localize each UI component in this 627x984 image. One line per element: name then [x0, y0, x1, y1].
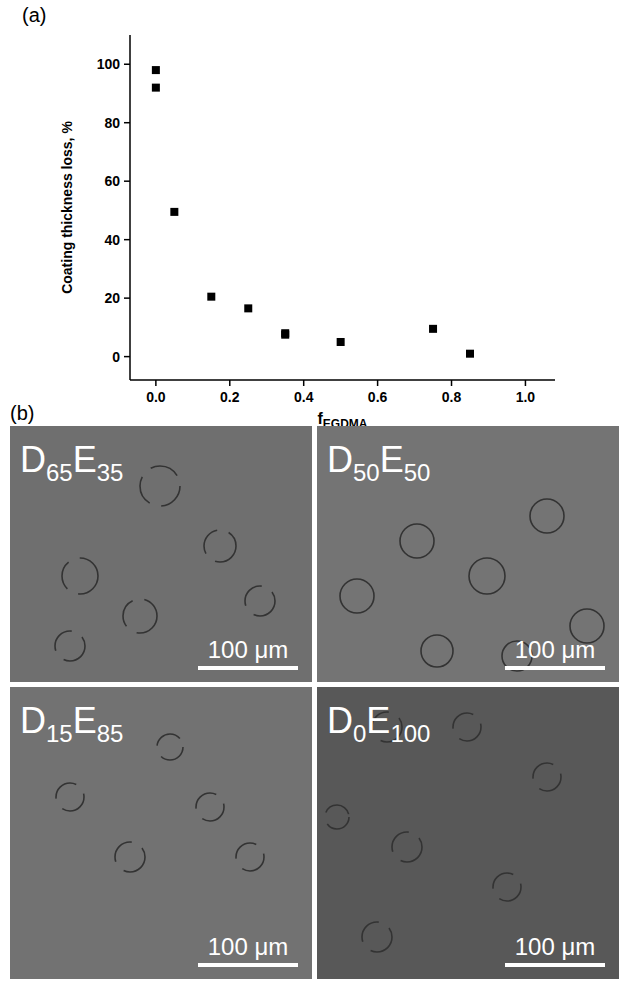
capsule-outline: [340, 579, 374, 613]
scale-bar-label: 100 μm: [515, 636, 596, 663]
y-tick-label: 80: [104, 115, 120, 131]
label-letter: E: [73, 439, 97, 480]
micrograph: D0E100 100 μm: [317, 687, 619, 979]
image-background: [317, 687, 619, 979]
y-tick-label: 0: [112, 349, 120, 365]
capsule-outline: [362, 922, 392, 952]
micrograph: D15E85 100 μm: [10, 687, 312, 979]
x-tick: [303, 380, 305, 386]
image-background: [317, 426, 619, 682]
image-background: [10, 426, 312, 682]
y-tick-label: 100: [97, 56, 121, 72]
label-subscript: 85: [97, 720, 124, 747]
point: [466, 350, 474, 358]
y-tick: [124, 239, 130, 241]
label-subscript: 35: [97, 459, 124, 486]
point: [152, 84, 160, 92]
x-tick-label: 0.0: [146, 389, 166, 405]
x-tick-label: 0.2: [220, 389, 240, 405]
y-tick: [124, 356, 130, 358]
capsule-outline: [204, 530, 236, 562]
scale-bar: [198, 666, 298, 670]
capsule-outline: [421, 635, 453, 667]
point: [429, 325, 437, 333]
image-background: [10, 687, 312, 979]
capsule-outline: [196, 793, 224, 821]
capsule-outline: [392, 832, 422, 862]
label-letter: D: [327, 700, 353, 741]
y-tick: [124, 180, 130, 182]
point: [207, 293, 215, 301]
figure: (a)0204060801000.00.20.40.60.81.0fEGDMAC…: [0, 0, 627, 984]
capsule-outline: [245, 586, 275, 616]
label-subscript: 15: [46, 720, 73, 747]
x-tick-label: 0.4: [294, 389, 314, 405]
point: [152, 66, 160, 74]
label-letter: E: [73, 700, 97, 741]
label-subscript: 100: [390, 720, 430, 747]
x-tick-label: 0.6: [368, 389, 388, 405]
points: [152, 66, 474, 358]
x-axis: [130, 379, 555, 381]
x-tick-label: 1.0: [516, 389, 536, 405]
y-tick: [124, 297, 130, 299]
point: [244, 304, 252, 312]
x-tick: [451, 380, 453, 386]
y-axis: [129, 35, 131, 380]
capsule-outline: [453, 713, 481, 741]
label-subscript: 0: [353, 720, 366, 747]
capsule-outline: [140, 466, 180, 506]
capsule-outline: [400, 524, 434, 558]
micrograph: D50E50100 μm: [317, 426, 619, 682]
point: [337, 338, 345, 346]
label-letter: E: [366, 700, 390, 741]
capsule-outline: [157, 734, 183, 760]
image-label: D0E100: [327, 700, 430, 747]
x-tick: [155, 380, 157, 386]
y-tick: [124, 63, 130, 65]
x-tick: [525, 380, 527, 386]
capsule-outline: [62, 558, 98, 594]
capsule-outline: [469, 558, 505, 594]
point: [281, 329, 289, 337]
label-letter: D: [20, 439, 46, 480]
scale-bar: [198, 963, 298, 967]
capsule-outline: [236, 843, 264, 871]
capsule-outline: [55, 631, 85, 661]
panel-label: (b): [10, 402, 34, 424]
point: [170, 208, 178, 216]
capsule-outline: [493, 873, 521, 901]
x-tick-label: 0.8: [442, 389, 462, 405]
x-tick: [377, 380, 379, 386]
panel-label: (a): [22, 4, 46, 26]
label-letter: D: [20, 700, 46, 741]
y-tick-label: 60: [104, 173, 120, 189]
capsule-outline: [123, 599, 157, 633]
capsule-outline: [325, 805, 349, 829]
label-subscript: 50: [353, 459, 380, 486]
capsule-outline: [530, 499, 564, 533]
scale-bar: [505, 666, 605, 670]
label-subscript: 50: [404, 459, 431, 486]
y-tick: [124, 122, 130, 124]
scale-bar-label: 100 μm: [208, 933, 289, 960]
label-letter: E: [380, 439, 404, 480]
scale-bar: [505, 963, 605, 967]
capsule-outline: [115, 842, 145, 872]
image-label: D15E85: [20, 700, 123, 747]
scale-bar-label: 100 μm: [515, 933, 596, 960]
capsule-outline: [56, 783, 84, 811]
capsule-outline: [533, 763, 561, 791]
y-axis-title: Coating thickness loss, %: [59, 121, 75, 294]
x-tick: [229, 380, 231, 386]
image-label: D65E35: [20, 439, 123, 486]
y-tick-label: 40: [104, 232, 120, 248]
image-label: D50E50: [327, 439, 430, 486]
label-letter: D: [327, 439, 353, 480]
y-tick-label: 20: [104, 290, 120, 306]
micrograph: D65E35 100 μm: [10, 426, 312, 682]
scale-bar-label: 100 μm: [208, 636, 289, 663]
label-subscript: 65: [46, 459, 73, 486]
